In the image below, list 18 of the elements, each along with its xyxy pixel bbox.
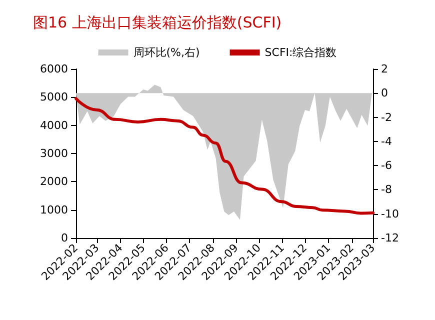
y-tick-label: 2000	[40, 175, 68, 188]
y2-tick-label: -12	[381, 232, 399, 244]
y2-tick-label: -4	[381, 134, 392, 148]
y2-tick-label: -6	[381, 159, 392, 172]
y2-tick-label: 0	[381, 86, 388, 100]
y2-tick-label: -8	[381, 183, 392, 196]
chart-title: 图16 上海出口集装箱运价指数(SCFI)	[33, 14, 282, 32]
y-tick-label: 6000	[40, 62, 68, 76]
y-tick-label: 5000	[40, 90, 68, 104]
y-tick-label: 0	[61, 232, 68, 244]
legend-label: SCFI:综合指数	[264, 46, 337, 59]
y2-tick-label: -2	[381, 110, 392, 124]
y2-tick-label: -10	[381, 207, 399, 220]
y-tick-label: 1000	[40, 203, 68, 216]
legend-label: 周环比(%,右)	[133, 46, 200, 59]
y2-tick-label: 2	[381, 62, 388, 76]
y-tick-label: 4000	[40, 118, 68, 132]
y-tick-label: 3000	[40, 147, 68, 160]
